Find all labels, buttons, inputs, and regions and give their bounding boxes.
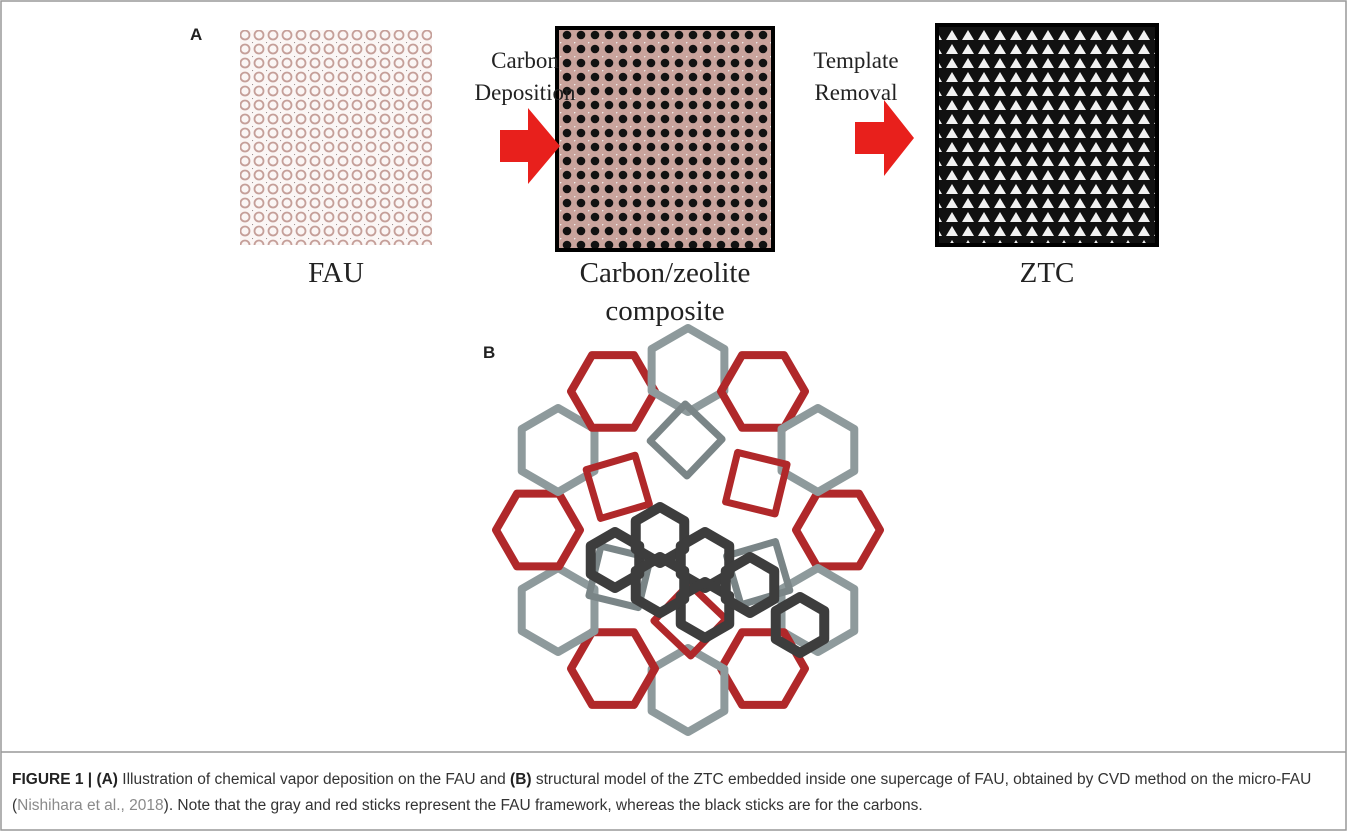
molecule-model — [496, 328, 880, 732]
ztc-image — [937, 25, 1157, 245]
panel-label: A — [190, 25, 202, 44]
framework-ring — [571, 632, 655, 705]
caption: FIGURE 1 | (A) Illustration of chemical … — [12, 767, 1332, 819]
framework-ring — [496, 494, 580, 567]
framework-ring — [586, 455, 649, 518]
figure: A Carbon Deposition Template Removal FAU… — [0, 0, 1347, 831]
image-label: FAU — [308, 257, 364, 289]
framework-ring — [652, 328, 725, 412]
caption-label: (A) — [96, 771, 118, 788]
arrow — [500, 108, 560, 184]
composite-image — [557, 28, 773, 250]
framework-ring — [522, 568, 595, 652]
caption-label: (B) — [510, 771, 532, 788]
step-text: Template — [813, 48, 898, 73]
arrow — [855, 100, 914, 176]
step-text: Deposition — [475, 80, 576, 105]
framework-ring — [727, 542, 790, 605]
panel-label: B — [483, 343, 495, 362]
framework-ring — [652, 648, 725, 732]
step-text: Carbon — [491, 48, 559, 73]
framework-ring — [721, 355, 805, 428]
figure-label: FIGURE 1 | — [12, 771, 92, 788]
citation[interactable]: Nishihara et al., 2018 — [17, 797, 163, 814]
image-label: composite — [605, 295, 724, 327]
framework-ring — [571, 355, 655, 428]
fau-image — [240, 30, 432, 245]
image-label: ZTC — [1020, 257, 1075, 289]
framework-ring — [796, 494, 880, 567]
framework-ring — [782, 408, 855, 492]
framework-ring — [726, 452, 787, 513]
caption-text: ). Note that the gray and red sticks rep… — [164, 797, 923, 814]
page: A Carbon Deposition Template Removal FAU… — [0, 0, 1347, 831]
image-label: Carbon/zeolite — [580, 257, 751, 289]
caption-text: Illustration of chemical vapor depositio… — [122, 771, 505, 788]
step-text: Removal — [814, 80, 897, 105]
